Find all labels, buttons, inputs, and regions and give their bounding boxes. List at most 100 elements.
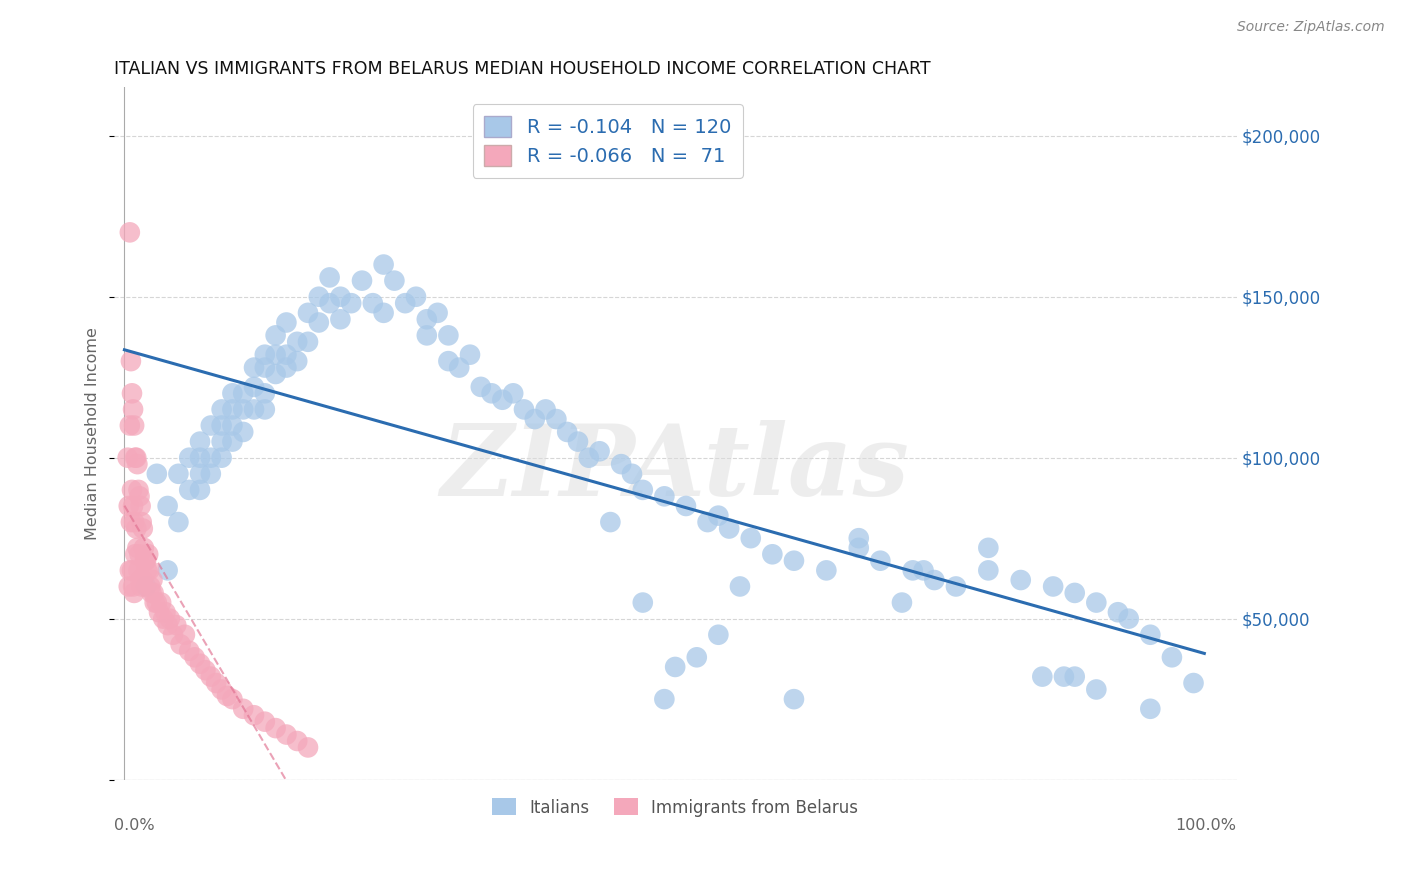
Point (1118, 612, 1140, 626)
Point (437, 354, 460, 368)
Text: 100.0%: 100.0% (1175, 818, 1237, 833)
Point (155, 605, 177, 619)
Point (675, 499, 697, 513)
Point (122, 579, 145, 593)
Point (131, 579, 153, 593)
Point (156, 499, 179, 513)
Point (264, 721, 287, 735)
Point (125, 522, 148, 536)
Point (686, 650, 709, 665)
Point (599, 515, 621, 529)
Point (179, 450, 201, 465)
Point (156, 618, 179, 632)
Point (394, 296, 416, 310)
Point (121, 483, 143, 497)
Point (141, 586, 163, 600)
Point (534, 402, 557, 417)
Point (1063, 670, 1085, 684)
Point (308, 290, 330, 304)
Point (276, 727, 298, 741)
Point (1139, 702, 1161, 716)
Point (253, 714, 276, 729)
Point (122, 515, 145, 529)
Point (264, 328, 287, 343)
Point (481, 386, 503, 401)
Point (232, 402, 254, 417)
Legend: Italians, Immigrants from Belarus: Italians, Immigrants from Belarus (486, 792, 865, 823)
Point (243, 708, 266, 723)
Point (707, 508, 730, 523)
Y-axis label: Median Household Income: Median Household Income (86, 327, 100, 540)
Point (165, 618, 187, 632)
Text: ZIPAtlas: ZIPAtlas (440, 420, 910, 516)
Point (152, 612, 174, 626)
Point (120, 354, 142, 368)
Point (118, 499, 141, 513)
Point (664, 660, 686, 674)
Point (869, 554, 891, 568)
Point (122, 402, 145, 417)
Point (1031, 670, 1053, 684)
Point (132, 522, 155, 536)
Point (285, 334, 308, 349)
Point (174, 628, 197, 642)
Point (205, 676, 228, 690)
Point (188, 467, 211, 481)
Point (285, 734, 308, 748)
Point (1139, 628, 1161, 642)
Point (264, 367, 287, 381)
Point (707, 628, 730, 642)
Point (122, 499, 145, 513)
Point (141, 573, 163, 587)
Point (188, 450, 211, 465)
Point (211, 402, 233, 417)
Point (118, 563, 141, 577)
Point (1042, 579, 1064, 593)
Text: Source: ZipAtlas.com: Source: ZipAtlas.com (1237, 20, 1385, 34)
Point (117, 450, 139, 465)
Point (405, 290, 427, 304)
Point (361, 296, 384, 310)
Point (146, 467, 169, 481)
Point (276, 348, 298, 362)
Point (977, 563, 1000, 577)
Point (139, 579, 162, 593)
Point (118, 418, 141, 433)
Point (167, 467, 190, 481)
Point (129, 499, 152, 513)
Point (891, 596, 914, 610)
Point (523, 412, 546, 426)
Point (728, 579, 751, 593)
Point (150, 596, 173, 610)
Point (340, 296, 363, 310)
Point (1053, 670, 1076, 684)
Point (167, 515, 190, 529)
Point (148, 605, 170, 619)
Point (200, 450, 222, 465)
Point (329, 290, 352, 304)
Point (200, 467, 222, 481)
Point (124, 547, 146, 561)
Point (232, 702, 254, 716)
Point (297, 334, 319, 349)
Point (373, 258, 395, 272)
Point (761, 547, 783, 561)
Point (125, 450, 148, 465)
Text: 0.0%: 0.0% (114, 818, 155, 833)
Point (118, 579, 141, 593)
Point (221, 692, 243, 706)
Point (1182, 676, 1205, 690)
Point (912, 563, 935, 577)
Point (188, 434, 211, 449)
Point (124, 450, 146, 465)
Point (211, 682, 233, 697)
Point (243, 402, 266, 417)
Point (188, 483, 211, 497)
Point (631, 483, 654, 497)
Point (162, 628, 184, 642)
Point (118, 225, 141, 239)
Point (169, 637, 191, 651)
Point (122, 586, 145, 600)
Point (416, 312, 439, 326)
Point (285, 354, 308, 368)
